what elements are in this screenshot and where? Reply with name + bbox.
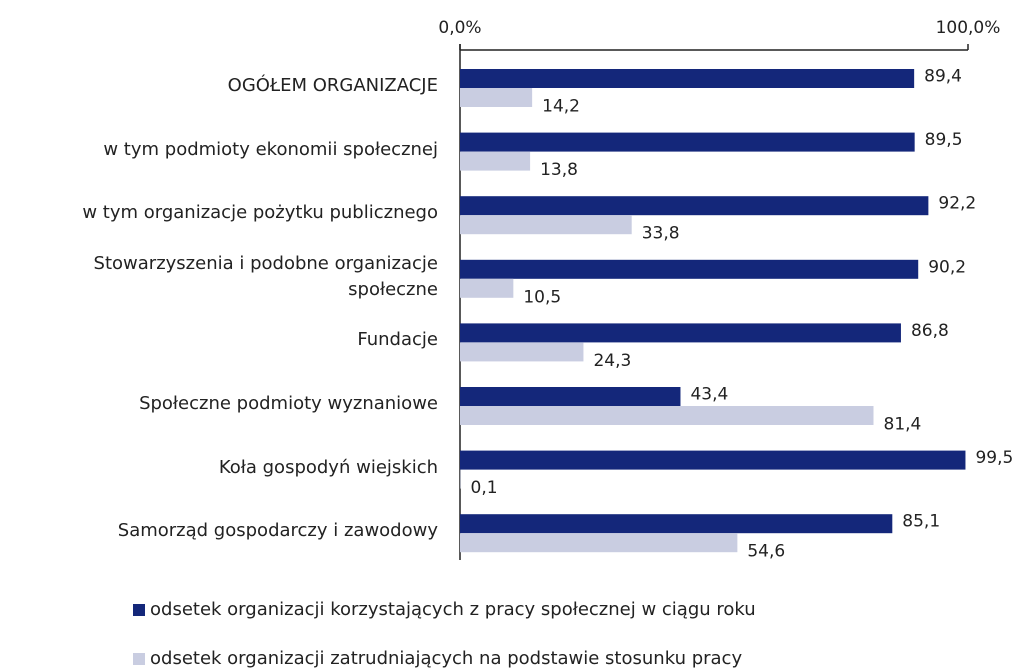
value-label: 81,4: [884, 415, 922, 435]
bar: [460, 69, 915, 88]
value-label: 24,3: [593, 351, 631, 371]
value-label: 92,2: [938, 194, 976, 214]
category-text: Społeczne podmioty wyznaniowe: [139, 393, 438, 414]
bar: [460, 88, 533, 107]
category-text: Stowarzyszenia i podobne organizacje spo…: [93, 252, 438, 300]
legend-label: odsetek organizacji zatrudniających na p…: [150, 648, 742, 668]
bar: [460, 450, 966, 470]
category-label: OGÓŁEM ORGANIZACJE: [0, 73, 438, 99]
value-label: 14,2: [542, 97, 580, 117]
category-label: Stowarzyszenia i podobne organizacje spo…: [0, 251, 438, 303]
category-text: w tym podmioty ekonomii społecznej: [103, 138, 438, 160]
bar: [460, 387, 681, 406]
category-label: w tym podmioty ekonomii społecznej: [0, 137, 438, 163]
legend-label: odsetek organizacji korzystających z pra…: [150, 599, 756, 620]
value-label: 85,1: [902, 512, 940, 532]
bar: [460, 132, 915, 152]
value-label: 10,5: [523, 287, 561, 307]
category-text: w tym organizacje pożytku publicznego: [82, 202, 438, 224]
value-label: 54,6: [747, 542, 785, 562]
bar: [460, 151, 531, 171]
bar: [460, 469, 461, 489]
bar: [460, 406, 874, 425]
category-label: w tym organizacje pożytku publicznego: [0, 200, 438, 226]
category-label: Społeczne podmioty wyznaniowe: [0, 391, 438, 417]
category-label: Koła gospodyń wiejskich: [0, 455, 438, 481]
value-label: 33,8: [642, 224, 680, 244]
bar: [460, 533, 738, 553]
value-label: 90,2: [928, 257, 966, 277]
category-text: Samorząd gospodarczy i zawodowy: [117, 520, 438, 542]
x-tick-label: 100,0%: [936, 18, 1001, 38]
x-tick-label: 0,0%: [438, 18, 481, 38]
category-label: Samorząd gospodarczy i zawodowy: [0, 518, 438, 544]
bar: [460, 342, 584, 362]
bar: [460, 323, 901, 343]
bar: [460, 514, 893, 534]
bar: [460, 278, 514, 298]
value-label: 0,1: [471, 478, 498, 498]
value-label: 86,8: [911, 321, 949, 341]
value-label: 89,4: [924, 67, 962, 87]
bar: [460, 259, 919, 279]
value-label: 13,8: [540, 160, 578, 180]
category-text: OGÓŁEM ORGANIZACJE: [227, 75, 438, 96]
value-label: 89,5: [925, 130, 963, 150]
bar: [460, 196, 929, 216]
bar: [460, 215, 632, 235]
legend-swatch: [133, 653, 145, 665]
legend-swatch: [133, 604, 145, 616]
value-label: 99,5: [975, 448, 1013, 468]
category-text: Koła gospodyń wiejskich: [218, 456, 438, 478]
value-label: 43,4: [690, 385, 728, 405]
category-label: Fundacje: [0, 327, 438, 353]
category-text: Fundacje: [357, 329, 438, 351]
